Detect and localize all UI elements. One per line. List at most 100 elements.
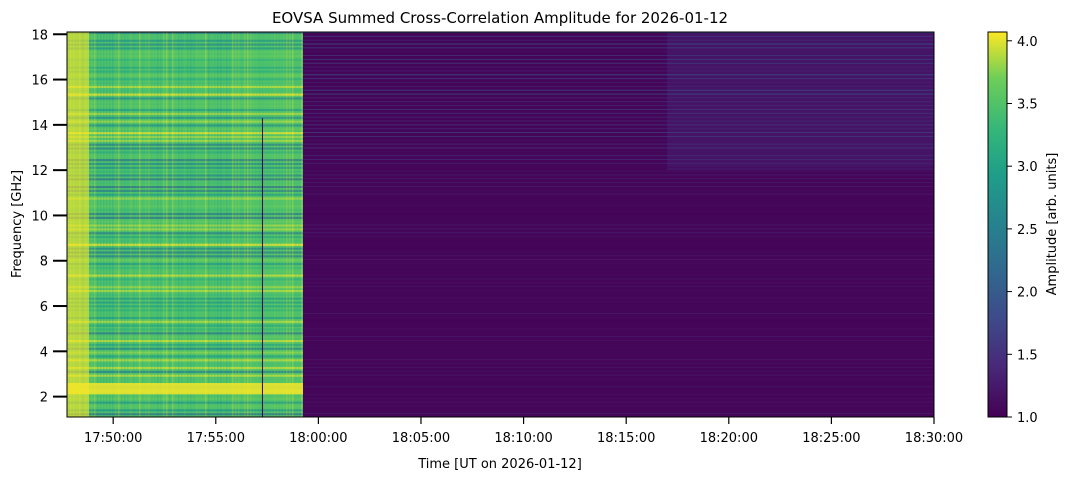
heatmap-band <box>67 397 303 400</box>
heatmap-band <box>302 128 934 130</box>
heatmap-band <box>302 332 934 334</box>
heatmap-band <box>302 162 934 164</box>
heatmap-band <box>302 382 934 384</box>
heatmap-column <box>301 32 303 417</box>
heatmap-column <box>106 32 108 417</box>
heatmap-band <box>67 197 303 200</box>
heatmap-column <box>67 32 89 417</box>
heatmap-band <box>67 182 303 185</box>
y-tick-label: 2 <box>40 391 48 406</box>
heatmap-band <box>67 82 303 85</box>
heatmap-band <box>302 189 934 191</box>
heatmap-band <box>67 201 303 204</box>
heatmap-band <box>67 78 303 81</box>
heatmap-band <box>302 251 934 253</box>
heatmap-column <box>97 32 99 417</box>
heatmap-band <box>302 143 934 145</box>
heatmap-band <box>302 355 934 357</box>
heatmap-band <box>302 35 934 37</box>
heatmap-band <box>302 289 934 291</box>
heatmap-band <box>67 139 303 142</box>
heatmap-band <box>302 278 934 280</box>
x-tick-label: 18:00:00 <box>289 431 347 446</box>
x-tick-label: 18:15:00 <box>597 431 655 446</box>
y-tick-label: 4 <box>40 345 48 360</box>
heatmap-band <box>67 228 303 231</box>
heatmap-band <box>302 51 934 53</box>
heatmap-band <box>302 159 934 160</box>
heatmap-band <box>302 212 934 214</box>
heatmap-band <box>67 109 303 112</box>
heatmap-region <box>667 32 934 171</box>
heatmap-band <box>67 236 303 239</box>
heatmap-band <box>302 97 934 99</box>
x-tick-label: 18:30:00 <box>905 431 963 446</box>
y-axis: 2 4 6 8 10 12 14 16 18 <box>31 28 67 406</box>
heatmap-band <box>67 340 303 343</box>
x-tick-label: 17:50:00 <box>84 431 142 446</box>
heatmap-band <box>302 409 934 411</box>
heatmap-column <box>136 32 138 417</box>
heatmap-band <box>302 105 934 107</box>
heatmap-band <box>67 316 303 320</box>
heatmap-band <box>302 378 934 380</box>
heatmap-column <box>199 32 201 417</box>
heatmap-band <box>302 363 934 364</box>
heatmap-band <box>302 178 934 180</box>
heatmap-band <box>67 359 303 362</box>
heatmap-band <box>302 135 934 137</box>
heatmap-band <box>67 286 303 289</box>
colorbar-tick-label: 4.0 <box>1017 35 1038 50</box>
heatmap-band <box>67 186 303 189</box>
heatmap-column <box>223 32 225 417</box>
heatmap-column <box>193 32 195 417</box>
heatmap-band <box>67 120 303 123</box>
heatmap-band <box>67 174 303 177</box>
heatmap-band <box>67 232 303 235</box>
heatmap-column <box>112 32 114 417</box>
heatmap-column <box>142 32 144 417</box>
heatmap-band <box>302 293 934 295</box>
heatmap-band <box>67 239 303 243</box>
heatmap-column <box>151 32 153 417</box>
heatmap-band <box>302 232 934 234</box>
heatmap-band <box>302 340 934 341</box>
heatmap-band <box>302 155 934 157</box>
heatmap-column <box>289 32 291 417</box>
x-tick-label: 17:55:00 <box>187 431 245 446</box>
heatmap-column <box>190 32 192 417</box>
heatmap-band <box>67 289 303 293</box>
heatmap-band <box>67 170 303 173</box>
heatmap-column <box>241 32 243 417</box>
heatmap-band <box>302 85 934 87</box>
heatmap-band <box>67 155 303 158</box>
heatmap-column <box>103 32 105 417</box>
heatmap-band <box>302 39 934 41</box>
heatmap-column <box>127 32 129 417</box>
heatmap-band <box>302 301 934 303</box>
heatmap-band <box>67 351 303 354</box>
heatmap-band <box>302 305 934 307</box>
heatmap-band <box>302 116 934 118</box>
heatmap-band <box>67 366 303 370</box>
heatmap-band <box>67 336 303 339</box>
heatmap-column <box>220 32 222 417</box>
heatmap-band <box>67 320 303 323</box>
plot-frame <box>66 31 935 418</box>
heatmap-band <box>302 336 934 338</box>
heatmap-column <box>229 32 231 417</box>
heatmap-band <box>67 51 303 54</box>
heatmap-band <box>67 89 303 92</box>
y-tick-label: 8 <box>40 255 48 270</box>
heatmap-column <box>166 32 168 417</box>
heatmap-column <box>130 32 132 417</box>
heatmap-column <box>268 32 270 417</box>
heatmap-column <box>133 32 135 417</box>
heatmap-column <box>100 32 102 417</box>
heatmap-band <box>302 263 934 264</box>
heatmap-band <box>67 220 303 223</box>
heatmap-band <box>302 58 934 60</box>
heatmap-column <box>172 32 174 417</box>
heatmap-band <box>302 228 934 230</box>
